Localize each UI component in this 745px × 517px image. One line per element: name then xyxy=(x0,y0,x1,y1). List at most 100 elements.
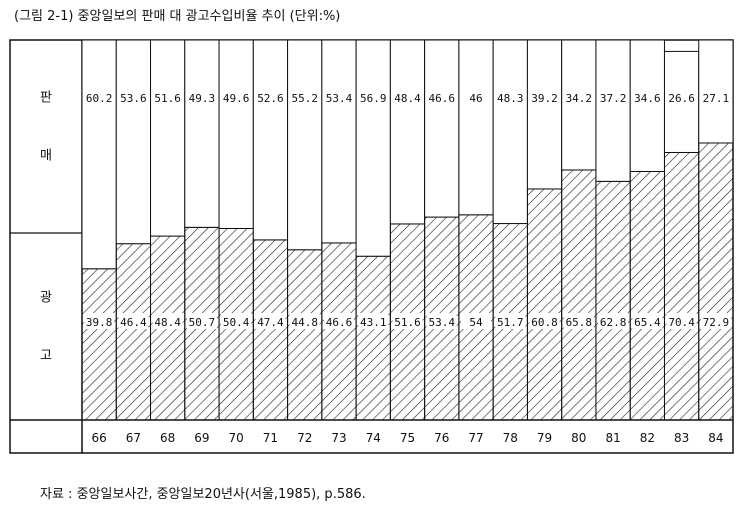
value-label: 46.6 xyxy=(326,316,353,329)
label-bg xyxy=(186,89,217,105)
label-bg xyxy=(323,313,354,329)
label-bg xyxy=(461,89,492,105)
value-label: 27.1 xyxy=(703,92,730,105)
label-bg xyxy=(495,313,526,329)
bar-segment xyxy=(561,169,597,421)
x-tick-label: 81 xyxy=(605,431,620,445)
bar-segment xyxy=(252,239,289,421)
value-label: 51.6 xyxy=(154,92,181,105)
value-label: 60.8 xyxy=(531,316,558,329)
bar-segment xyxy=(81,268,117,421)
bar-segment xyxy=(458,39,494,216)
bar-segment xyxy=(698,142,734,421)
label-bg xyxy=(152,313,183,329)
bar-segment xyxy=(150,39,186,237)
value-label: 62.8 xyxy=(600,316,627,329)
bar-segment xyxy=(218,39,254,229)
label-bg xyxy=(118,313,149,329)
x-tick-label: 78 xyxy=(503,431,518,445)
bar-segment xyxy=(663,151,700,421)
value-label: 54 xyxy=(469,316,483,329)
bar-segment xyxy=(252,39,289,241)
value-label: 53.4 xyxy=(429,316,456,329)
label-bg xyxy=(529,313,560,329)
label-bg xyxy=(289,313,320,329)
bar-segment xyxy=(526,188,563,421)
value-label: 47.4 xyxy=(257,316,284,329)
x-tick-label: 82 xyxy=(640,431,655,445)
value-label: 43.1 xyxy=(360,316,387,329)
bar-segment xyxy=(321,39,357,244)
value-label: 70.4 xyxy=(668,316,695,329)
label-bg xyxy=(221,89,252,105)
value-label: 44.8 xyxy=(291,316,318,329)
label-bg xyxy=(598,89,629,105)
value-label: 34.2 xyxy=(566,92,593,105)
x-tick-label: 76 xyxy=(434,431,449,445)
value-label: 48.4 xyxy=(394,92,421,105)
label-bg xyxy=(323,89,354,105)
label-bg xyxy=(426,89,457,105)
label-bg xyxy=(221,313,252,329)
source-note: 자료 : 중앙일보사간, 중앙일보20년사(서울,1985), p.586. xyxy=(40,487,366,502)
value-label: 65.8 xyxy=(566,316,593,329)
chart-title: (그림 2-1) 중앙일보의 판매 대 광고수입비율 추이 (단위:%) xyxy=(14,9,340,24)
label-bg xyxy=(255,313,286,329)
x-tick-label: 80 xyxy=(571,431,586,445)
label-bg xyxy=(529,89,560,105)
label-bg xyxy=(700,313,731,329)
side-label: 광고 xyxy=(37,290,52,406)
x-tick-label: 67 xyxy=(126,431,141,445)
x-tick-label: 75 xyxy=(400,431,415,445)
bar-segment xyxy=(492,39,528,225)
value-label: 48.4 xyxy=(154,316,181,329)
value-label: 55.2 xyxy=(291,92,318,105)
label-bg xyxy=(84,313,115,329)
label-bg xyxy=(632,89,663,105)
value-label: 49.3 xyxy=(189,92,216,105)
value-label: 48.3 xyxy=(497,92,524,105)
x-tick-label: 66 xyxy=(91,431,106,445)
value-label: 60.2 xyxy=(86,92,113,105)
x-tick-label: 84 xyxy=(708,431,723,445)
x-tick-label: 77 xyxy=(468,431,483,445)
value-label: 52.6 xyxy=(257,92,284,105)
value-label: 53.4 xyxy=(326,92,353,105)
x-tick-label: 69 xyxy=(194,431,209,445)
value-label: 39.2 xyxy=(531,92,558,105)
value-label: 26.6 xyxy=(668,92,695,105)
x-tick-label: 71 xyxy=(263,431,278,445)
label-bg xyxy=(186,313,217,329)
value-label: 50.7 xyxy=(189,316,216,329)
bar-segment xyxy=(595,39,631,182)
label-bg xyxy=(289,89,320,105)
value-label: 37.2 xyxy=(600,92,627,105)
value-label: 39.8 xyxy=(86,316,113,329)
label-bg xyxy=(666,313,697,329)
x-tick-label: 70 xyxy=(229,431,244,445)
label-bg xyxy=(118,89,149,105)
bar-segment xyxy=(184,39,220,228)
bar-segment xyxy=(321,242,357,421)
x-tick-label: 74 xyxy=(366,431,381,445)
value-label: 46.6 xyxy=(429,92,456,105)
value-label: 49.6 xyxy=(223,92,250,105)
x-tick-label: 72 xyxy=(297,431,312,445)
label-bg xyxy=(495,89,526,105)
bar-segment xyxy=(287,39,323,251)
label-bg xyxy=(392,313,423,329)
bar-segment xyxy=(389,39,426,225)
bar-segment xyxy=(629,170,665,421)
value-label: 51.7 xyxy=(497,316,524,329)
bar-segment xyxy=(115,39,152,245)
label-bg xyxy=(152,89,183,105)
value-label: 53.6 xyxy=(120,92,147,105)
bar-segment xyxy=(115,243,152,421)
bar-segment xyxy=(81,39,117,270)
x-tick-label: 83 xyxy=(674,431,689,445)
bar-segment xyxy=(287,249,323,421)
value-label: 50.4 xyxy=(223,316,250,329)
x-tick-label: 79 xyxy=(537,431,552,445)
value-label: 72.9 xyxy=(703,316,730,329)
